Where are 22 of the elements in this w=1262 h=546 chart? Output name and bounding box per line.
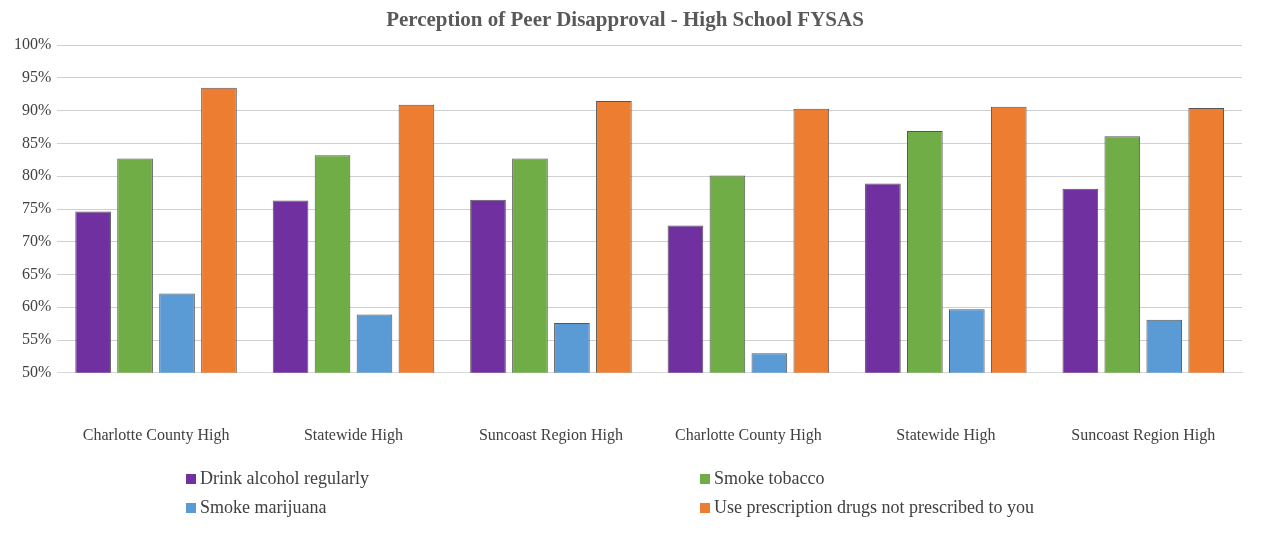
y-tick-label: 65%	[22, 264, 52, 282]
x-tick-label: Charlotte County High	[675, 425, 822, 444]
legend-label: Use prescription drugs not prescribed to you	[714, 497, 1034, 518]
y-tick-label: 55%	[22, 330, 52, 348]
x-tick-label: Charlotte County High	[82, 425, 230, 444]
chart-title: Perception of Peer Disapproval - High School FYSAS	[386, 7, 864, 32]
y-tick-label: 50%	[22, 363, 52, 380]
y-tick-label: 75%	[22, 199, 52, 217]
y-tick-label: 70%	[22, 231, 52, 249]
y-tick-label: 90%	[22, 100, 52, 118]
legend-label: Drink alcohol regularly	[200, 468, 369, 489]
y-tick-label: 60%	[22, 297, 52, 315]
y-tick-label: 80%	[22, 166, 52, 184]
x-tick-label: Statewide High	[303, 425, 404, 444]
x-tick-label: Statewide High	[896, 425, 996, 444]
legend-label: Smoke tobacco	[714, 468, 825, 489]
y-tick-label: 95%	[22, 68, 52, 86]
x-tick-label: Suncoast Region High	[1071, 425, 1216, 444]
y-tick-label: 85%	[22, 133, 52, 151]
legend-label: Smoke marijuana	[200, 497, 327, 518]
y-tick-label: 100%	[14, 35, 52, 53]
x-tick-label: Suncoast Region High	[478, 425, 623, 444]
